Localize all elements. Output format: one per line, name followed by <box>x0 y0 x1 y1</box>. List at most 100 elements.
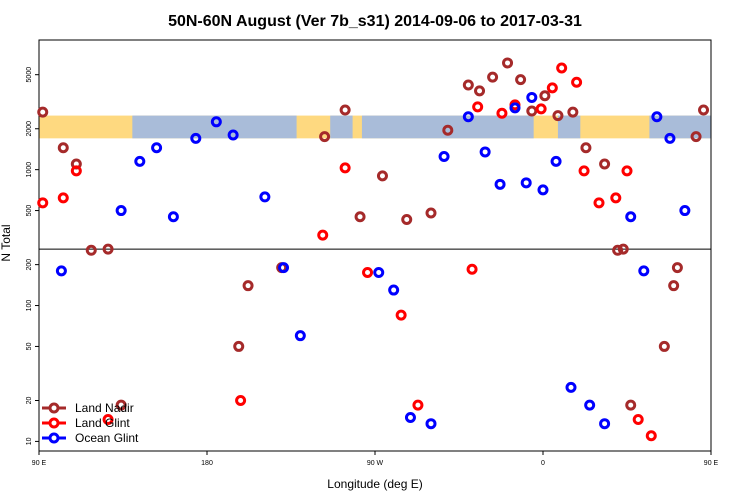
ocean-segment-3 <box>557 115 581 139</box>
data-point <box>190 132 202 144</box>
data-point <box>115 205 127 217</box>
x-tick-label: 90 E <box>32 460 47 467</box>
data-point <box>671 262 683 274</box>
data-point <box>474 85 486 97</box>
data-point <box>235 395 247 407</box>
data-point <box>425 418 437 430</box>
data-point <box>37 197 49 209</box>
legend-item: Land Glint <box>42 416 130 430</box>
data-point <box>526 105 538 117</box>
data-point <box>552 110 564 122</box>
data-point <box>354 211 366 223</box>
data-point <box>580 142 592 154</box>
data-point <box>401 213 413 225</box>
data-point <box>438 150 450 162</box>
data-point <box>362 267 374 279</box>
data-point <box>151 142 163 154</box>
legend-label: Land Nadir <box>75 401 134 415</box>
data-point <box>535 103 547 115</box>
data-point <box>102 413 114 425</box>
data-point <box>698 104 710 116</box>
data-point <box>496 107 508 119</box>
y-tick-label: 20 <box>26 397 33 405</box>
y-tick-label: 100 <box>26 300 33 312</box>
data-point <box>233 340 245 352</box>
legend-swatch-marker <box>48 417 60 429</box>
data-point <box>167 211 179 223</box>
y-tick-label: 1000 <box>26 162 33 178</box>
data-point <box>373 267 385 279</box>
plot-frame <box>38 39 712 452</box>
legend-label: Land Glint <box>75 416 130 430</box>
data-point <box>115 399 127 411</box>
data-point <box>395 309 407 321</box>
legend-swatch-marker <box>48 402 60 414</box>
y-axis-label: N Total <box>0 224 13 261</box>
data-point <box>651 111 663 123</box>
data-point <box>242 280 254 292</box>
y-tick-label: 50 <box>26 342 33 350</box>
x-axis-label: Longitude (deg E) <box>327 477 422 491</box>
legend-item: Ocean Glint <box>42 431 139 445</box>
y-tick-label: 200 <box>26 259 33 271</box>
data-point <box>339 104 351 116</box>
y-tick-label: 500 <box>26 205 33 217</box>
data-point <box>462 79 474 91</box>
x-tick-label: 90 E <box>704 460 719 467</box>
data-point <box>599 158 611 170</box>
data-point <box>462 111 474 123</box>
data-point <box>210 116 222 128</box>
data-point <box>70 165 82 177</box>
map-band <box>39 115 711 139</box>
x-tick-label: 90 W <box>367 460 384 467</box>
data-point <box>388 284 400 296</box>
data-point <box>625 211 637 223</box>
series-ocean-glint <box>55 91 691 430</box>
data-point <box>584 399 596 411</box>
data-point <box>102 243 114 255</box>
data-point <box>690 131 702 143</box>
data-point <box>425 207 437 219</box>
data-point <box>539 90 551 102</box>
data-point <box>664 132 676 144</box>
data-point <box>556 62 568 74</box>
data-point <box>526 91 538 103</box>
y-tick-label: 2000 <box>26 121 33 137</box>
data-point <box>442 124 454 136</box>
data-point <box>617 243 629 255</box>
data-point <box>317 229 329 241</box>
data-point <box>57 192 69 204</box>
data-point <box>37 106 49 118</box>
data-point <box>612 244 624 256</box>
series-land-nadir <box>37 57 710 411</box>
data-point <box>537 184 549 196</box>
data-point <box>658 340 670 352</box>
data-point <box>412 399 424 411</box>
legend-label: Ocean Glint <box>75 431 139 445</box>
chart-title: 50N-60N August (Ver 7b_s31) 2014-09-06 t… <box>168 13 582 30</box>
data-point <box>645 430 657 442</box>
data-point <box>571 76 583 88</box>
data-point <box>472 101 484 113</box>
legend-swatch-marker <box>48 432 60 444</box>
data-point <box>494 178 506 190</box>
data-point <box>578 165 590 177</box>
data-point <box>339 162 351 174</box>
data-point <box>625 399 637 411</box>
data-point <box>278 262 290 274</box>
data-point <box>487 71 499 83</box>
x-tick-label: 0 <box>541 460 545 467</box>
data-point <box>319 131 331 143</box>
series-land-glint <box>37 62 657 442</box>
data-point <box>502 57 514 69</box>
data-point <box>593 197 605 209</box>
ocean-segment-1 <box>330 115 353 139</box>
data-point <box>376 170 388 182</box>
data-point <box>85 244 97 256</box>
data-point <box>638 265 650 277</box>
data-point <box>515 74 527 86</box>
data-point <box>134 155 146 167</box>
legend-item: Land Nadir <box>42 401 134 415</box>
